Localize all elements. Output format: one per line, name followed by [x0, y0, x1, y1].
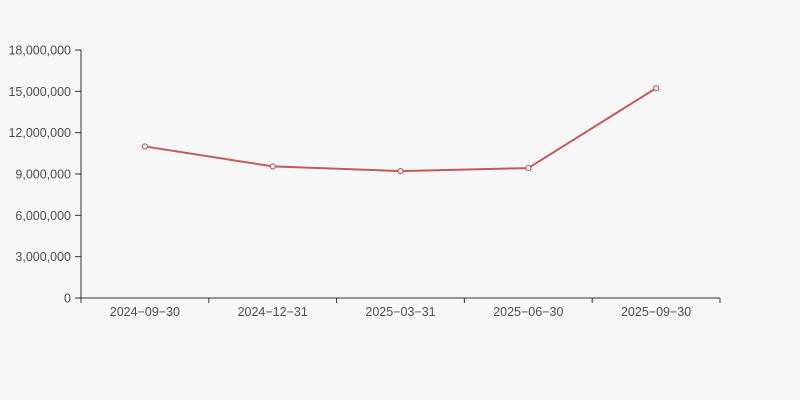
y-axis-tick-label: 3,000,000 — [15, 250, 71, 264]
y-axis-tick-label: 9,000,000 — [15, 168, 71, 182]
x-axis-tick-label: 2024−12−31 — [238, 305, 308, 319]
x-axis-tick-label: 2025−09−30 — [621, 305, 691, 319]
data-point-marker[interactable] — [269, 163, 276, 170]
x-axis-tick-label: 2025−03−31 — [365, 305, 435, 319]
data-point-marker[interactable] — [652, 85, 660, 92]
data-point-marker[interactable] — [141, 143, 148, 150]
y-axis-tick-label: 12,000,000 — [8, 126, 71, 140]
y-axis-tick-label: 0 — [64, 292, 71, 306]
x-axis-tick-label: 2025−06−30 — [493, 305, 563, 319]
y-axis-tick-label: 15,000,000 — [8, 85, 71, 99]
y-axis-tick-label: 6,000,000 — [15, 209, 71, 223]
data-point-marker[interactable] — [397, 168, 404, 175]
data-point-marker[interactable] — [525, 164, 532, 172]
y-axis-tick-label: 18,000,000 — [8, 44, 71, 58]
x-axis-tick-label: 2024−09−30 — [110, 305, 180, 319]
series-line — [143, 87, 658, 173]
